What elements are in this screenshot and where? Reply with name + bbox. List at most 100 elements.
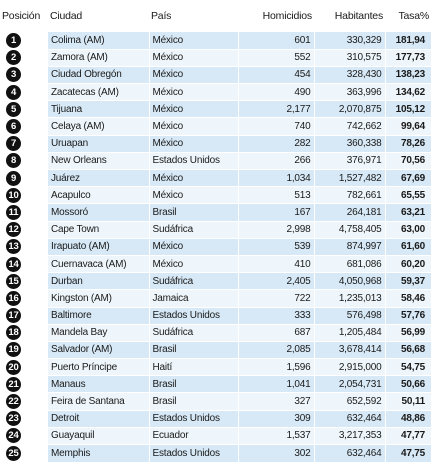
homicides-cell: 1,596 [237, 358, 314, 376]
population-cell: 2,070,875 [313, 100, 385, 118]
population-cell: 782,661 [313, 186, 385, 204]
rank-cell: 6 [0, 118, 48, 135]
rate-cell: 78,26 [384, 134, 431, 153]
rank-badge: 18 [6, 325, 21, 341]
rate-cell: 59,37 [384, 272, 431, 290]
rank-cell: 2 [0, 49, 48, 66]
city-cell: New Orleans [48, 151, 149, 170]
table-row: 12 Cape Town Sudáfrica 2,998 4,758,405 63,00 [0, 220, 431, 239]
table-row: 22 Feira de Santana Brasil 327 652,592 50,11 [0, 392, 431, 411]
rate-cell: 61,60 [384, 237, 431, 256]
rank-badge: 20 [6, 359, 21, 375]
rank-cell: 24 [0, 427, 48, 444]
population-cell: 328,430 [313, 65, 385, 84]
country-cell: México [148, 186, 238, 204]
rate-cell: 57,76 [384, 306, 431, 325]
population-cell: 3,678,414 [313, 340, 385, 359]
homicides-cell: 490 [237, 83, 314, 101]
rate-cell: 99,64 [384, 117, 431, 136]
table-row: 13 Irapuato (AM) México 539 874,997 61,60 [0, 237, 431, 256]
rank-badge: 6 [6, 119, 21, 135]
rank-cell: 1 [0, 32, 48, 49]
city-cell: Irapuato (AM) [48, 237, 149, 256]
table-row: 24 Guayaquil Ecuador 1,537 3,217,353 47,77 [0, 426, 431, 445]
table-row: 8 New Orleans Estados Unidos 266 376,971 70,5… [0, 151, 431, 170]
rank-badge: 12 [6, 222, 21, 238]
city-cell: Juárez [48, 168, 149, 187]
table-row: 11 Mossoró Brasil 167 264,181 63,21 [0, 203, 431, 222]
homicides-cell: 302 [237, 443, 314, 462]
rank-badge: 15 [6, 273, 21, 289]
table-row: 4 Zacatecas (AM) México 490 363,996 134,62 [0, 83, 431, 101]
country-cell: México [148, 134, 238, 153]
table-row: 9 Juárez México 1,034 1,527,482 67,69 [0, 168, 431, 187]
rank-cell: 14 [0, 255, 48, 272]
rank-cell: 18 [0, 324, 48, 341]
rank-cell: 4 [0, 84, 48, 101]
rank-cell: 8 [0, 152, 48, 169]
rate-cell: 181,94 [384, 32, 431, 50]
country-cell: Brasil [148, 203, 238, 222]
city-cell: Durban [48, 272, 149, 290]
table-row: 1 Colima (AM) México 601 330,329 181,94 [0, 32, 431, 50]
population-cell: 1,235,013 [313, 289, 385, 307]
city-cell: Baltimore [48, 306, 149, 325]
table-row: 10 Acapulco México 513 782,661 65,55 [0, 186, 431, 204]
rank-badge: 7 [6, 136, 21, 152]
rank-badge: 22 [6, 394, 21, 410]
country-cell: Sudáfrica [148, 220, 238, 239]
rank-cell: 11 [0, 204, 48, 221]
population-cell: 363,996 [313, 83, 385, 101]
city-cell: Memphis [48, 443, 149, 462]
rank-badge: 23 [6, 411, 21, 427]
rate-cell: 177,73 [384, 48, 431, 67]
homicides-cell: 2,177 [237, 100, 314, 118]
homicides-cell: 2,405 [237, 272, 314, 290]
rank-badge: 14 [6, 256, 21, 272]
header-population: Habitantes [334, 10, 383, 22]
rate-cell: 47,77 [384, 426, 431, 445]
homicides-cell: 687 [237, 323, 314, 342]
rate-cell: 63,21 [384, 203, 431, 222]
rate-cell: 134,62 [384, 83, 431, 101]
rank-cell: 21 [0, 376, 48, 393]
table-row: 23 Detroit Estados Unidos 309 632,464 48,86 [0, 409, 431, 428]
rank-cell: 15 [0, 273, 48, 290]
country-cell: Brasil [148, 392, 238, 411]
city-cell: Tijuana [48, 100, 149, 118]
rate-cell: 63,00 [384, 220, 431, 239]
city-cell: Zacatecas (AM) [48, 83, 149, 101]
homicides-cell: 722 [237, 289, 314, 307]
table-row: 19 Salvador (AM) Brasil 2,085 3,678,414 56,68 [0, 340, 431, 359]
rate-cell: 48,86 [384, 409, 431, 428]
rank-cell: 25 [0, 445, 48, 462]
rank-badge: 11 [6, 204, 21, 220]
population-cell: 376,971 [313, 151, 385, 170]
table-row: 15 Durban Sudáfrica 2,405 4,050,968 59,37 [0, 272, 431, 290]
rank-cell: 7 [0, 135, 48, 152]
country-cell: México [148, 168, 238, 187]
city-cell: Mandela Bay [48, 323, 149, 342]
city-cell: Colima (AM) [48, 32, 149, 50]
population-cell: 652,592 [313, 392, 385, 411]
country-cell: Jamaica [148, 289, 238, 307]
rate-cell: 50,11 [384, 392, 431, 411]
rank-badge: 5 [6, 101, 21, 117]
rank-cell: 16 [0, 290, 48, 307]
country-cell: Haití [148, 358, 238, 376]
country-cell: México [148, 65, 238, 84]
rank-badge: 1 [6, 33, 21, 49]
rate-cell: 70,56 [384, 151, 431, 170]
homicides-cell: 2,085 [237, 340, 314, 359]
rank-cell: 20 [0, 359, 48, 376]
homicides-cell: 513 [237, 186, 314, 204]
homicides-cell: 2,998 [237, 220, 314, 239]
rank-cell: 23 [0, 410, 48, 427]
population-cell: 576,498 [313, 306, 385, 325]
country-cell: Brasil [148, 375, 238, 393]
rank-badge: 2 [6, 50, 21, 66]
country-cell: Estados Unidos [148, 151, 238, 170]
table-row: 5 Tijuana México 2,177 2,070,875 105,12 [0, 100, 431, 118]
